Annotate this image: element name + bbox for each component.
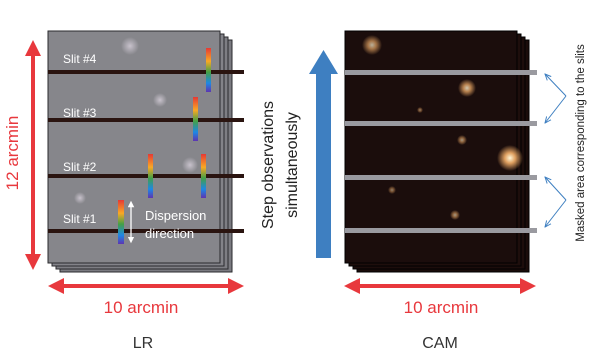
slit-label-4: Slit #4 bbox=[63, 52, 97, 66]
slit-label-3: Slit #3 bbox=[63, 106, 97, 120]
lr-height-label: 12 arcmin bbox=[3, 116, 22, 191]
lr-panel: Slit #4 Slit #3 Slit #2 Slit #1 Dispersi… bbox=[47, 30, 244, 273]
step-label-line2: simultaneously bbox=[284, 112, 301, 218]
lr-spectra bbox=[118, 48, 211, 244]
dispersion-label-line1: Dispersion bbox=[145, 208, 206, 223]
step-arrow bbox=[309, 50, 338, 258]
lr-title: LR bbox=[133, 335, 153, 351]
slit-label-2: Slit #2 bbox=[63, 160, 97, 174]
slit-label-1: Slit #1 bbox=[63, 212, 97, 226]
mask-label: Masked area corresponding to the slits bbox=[575, 44, 587, 242]
cam-panel bbox=[344, 30, 537, 273]
lr-width-label: 10 arcmin bbox=[104, 298, 179, 317]
mask-pointers bbox=[545, 74, 567, 227]
dispersion-label-line2: direction bbox=[145, 226, 194, 241]
step-label-line1: Step observations bbox=[260, 101, 277, 229]
cam-title: CAM bbox=[422, 335, 458, 351]
lr-slit-bands bbox=[48, 70, 244, 233]
cam-width-label: 10 arcmin bbox=[404, 298, 479, 317]
cam-mask-bands bbox=[345, 70, 537, 233]
